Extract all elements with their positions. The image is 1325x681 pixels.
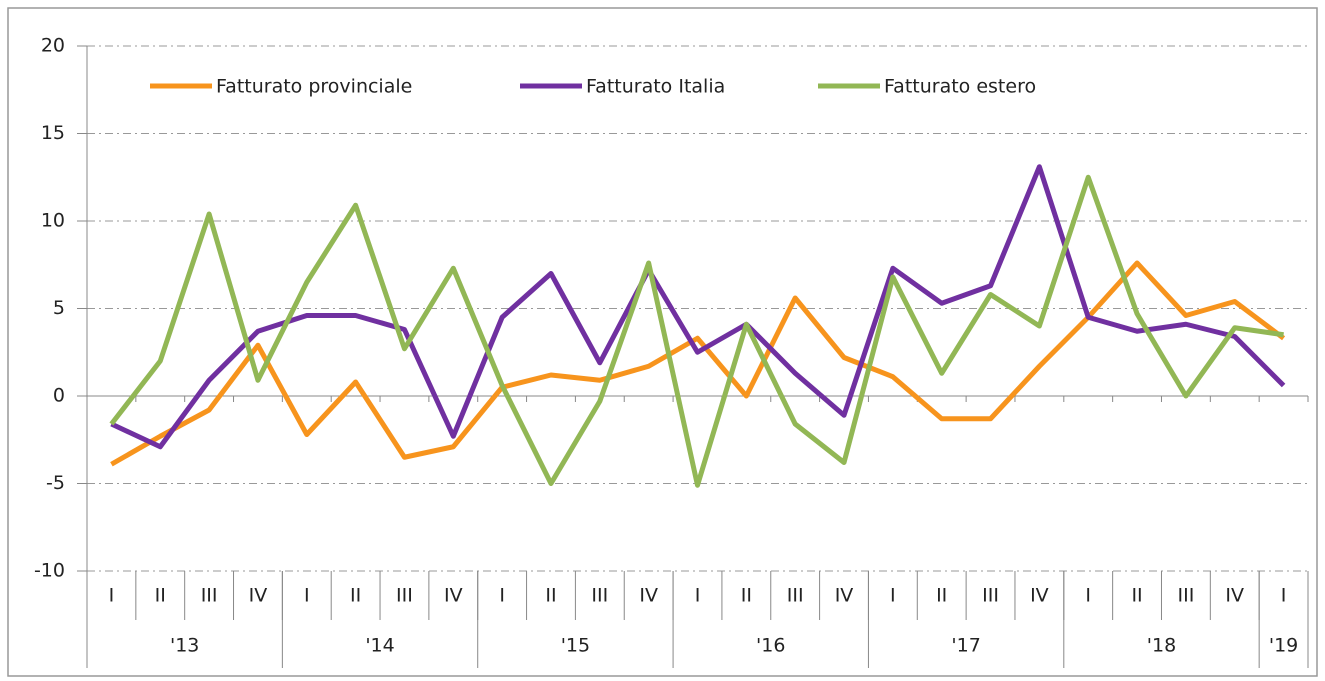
legend-label: Fatturato provinciale xyxy=(216,76,412,98)
x-tick-label: I xyxy=(890,585,896,607)
x-tick-label: III xyxy=(201,585,218,607)
frame xyxy=(7,7,1318,677)
x-tick-label: II xyxy=(1131,585,1142,607)
group-label: '19 xyxy=(1269,635,1298,657)
series-line xyxy=(110,164,1286,450)
x-tick-label: IV xyxy=(249,585,268,607)
y-tick-label: -5 xyxy=(46,472,65,494)
x-tick-label: II xyxy=(350,585,361,607)
x-tick-label: II xyxy=(155,585,166,607)
series-line xyxy=(109,174,1284,488)
group-label: '15 xyxy=(561,635,590,657)
group-label: '13 xyxy=(170,635,199,657)
y-tick-label: 0 xyxy=(53,385,65,407)
x-tick-label: III xyxy=(982,585,999,607)
legend-label: Fatturato Italia xyxy=(586,76,725,98)
x-tick-label: III xyxy=(396,585,413,607)
group-label: '18 xyxy=(1147,635,1176,657)
x-tick-label: II xyxy=(936,585,947,607)
x-tick-label: IV xyxy=(444,585,463,607)
x-tick-label: II xyxy=(741,585,752,607)
x-tick-label: III xyxy=(591,585,608,607)
x-tick-label: I xyxy=(695,585,701,607)
y-tick-label: -10 xyxy=(34,560,65,582)
y-tick-label: 5 xyxy=(53,297,65,319)
x-tick-label: IV xyxy=(639,585,658,607)
x-tick-label: I xyxy=(499,585,505,607)
x-tick-label: I xyxy=(304,585,310,607)
group-label: '16 xyxy=(756,635,785,657)
series-line xyxy=(110,260,1286,467)
x-tick-label: I xyxy=(1085,585,1091,607)
y-tick-label: 15 xyxy=(41,122,65,144)
y-tick-label: 20 xyxy=(41,35,65,57)
x-tick-label: IV xyxy=(1225,585,1244,607)
group-label: '17 xyxy=(951,635,980,657)
y-tick-label: 10 xyxy=(41,210,65,232)
x-tick-label: IV xyxy=(1030,585,1049,607)
x-tick-label: I xyxy=(1281,585,1287,607)
x-tick-label: I xyxy=(109,585,115,607)
group-label: '14 xyxy=(365,635,394,657)
x-tick-label: III xyxy=(1177,585,1194,607)
x-tick-label: II xyxy=(545,585,556,607)
x-tick-label: III xyxy=(787,585,804,607)
x-tick-label: IV xyxy=(835,585,854,607)
legend-label: Fatturato estero xyxy=(884,76,1036,98)
